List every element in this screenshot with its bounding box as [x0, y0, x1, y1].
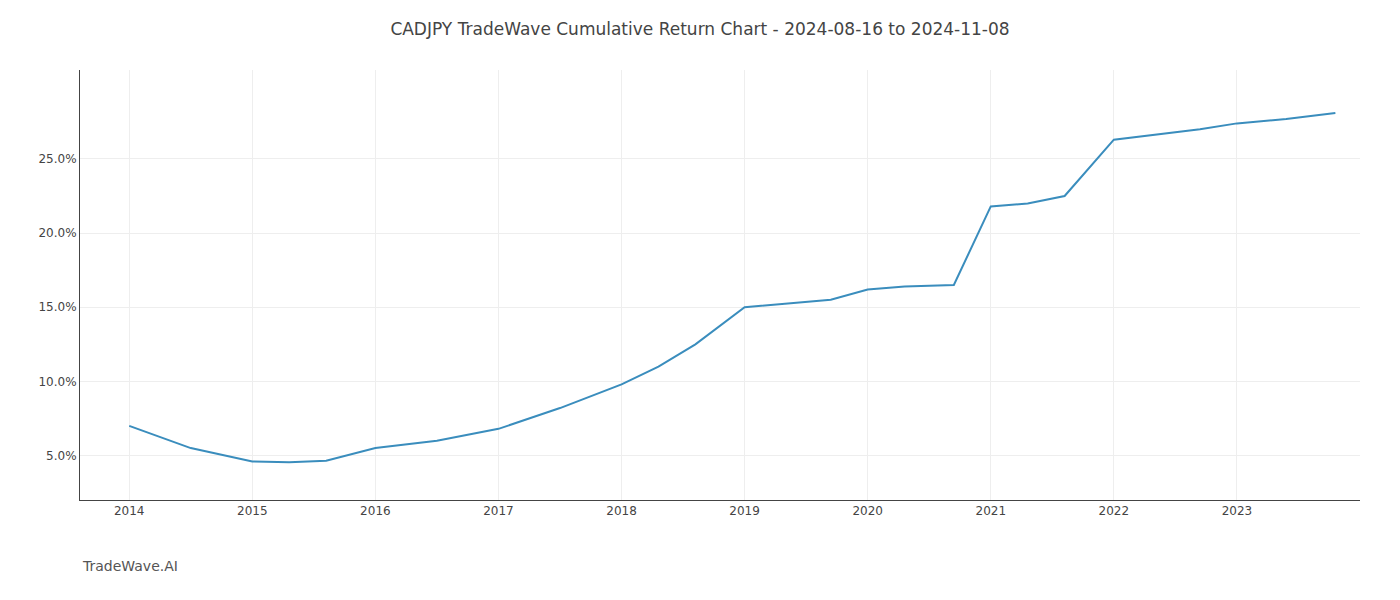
svg-text:15.0%: 15.0%	[38, 300, 76, 314]
svg-text:10.0%: 10.0%	[38, 375, 76, 389]
svg-text:5.0%: 5.0%	[46, 449, 77, 463]
svg-text:2017: 2017	[483, 504, 514, 518]
svg-text:2022: 2022	[1099, 504, 1130, 518]
svg-text:2016: 2016	[360, 504, 391, 518]
svg-text:TradeWave.AI: TradeWave.AI	[82, 558, 178, 574]
svg-text:CADJPY TradeWave Cumulative Re: CADJPY TradeWave Cumulative Return Chart…	[390, 19, 1009, 39]
svg-text:2021: 2021	[975, 504, 1006, 518]
svg-text:2015: 2015	[237, 504, 268, 518]
svg-text:2019: 2019	[729, 504, 760, 518]
svg-text:2018: 2018	[606, 504, 637, 518]
svg-text:20.0%: 20.0%	[38, 226, 76, 240]
svg-text:2014: 2014	[114, 504, 145, 518]
svg-text:2020: 2020	[852, 504, 883, 518]
svg-text:2023: 2023	[1222, 504, 1253, 518]
svg-text:25.0%: 25.0%	[38, 152, 76, 166]
